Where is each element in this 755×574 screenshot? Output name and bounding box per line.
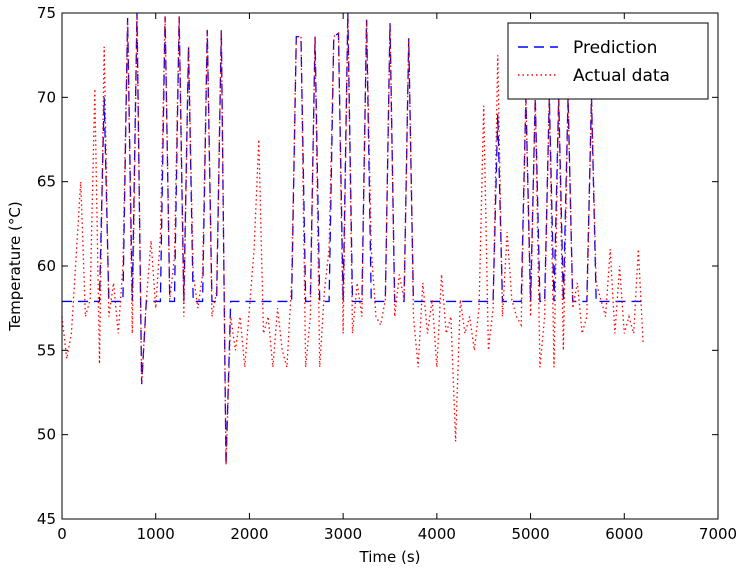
x-tick-label: 6000 xyxy=(605,525,643,543)
x-tick-label: 2000 xyxy=(230,525,268,543)
legend-label: Actual data xyxy=(573,66,670,86)
x-tick-label: 3000 xyxy=(324,525,362,543)
legend-box xyxy=(507,22,709,100)
y-tick-label: 75 xyxy=(37,4,56,22)
y-tick-label: 60 xyxy=(37,257,56,275)
y-tick-label: 65 xyxy=(37,173,56,191)
x-tick-label: 4000 xyxy=(418,525,456,543)
legend-label: Prediction xyxy=(573,38,657,58)
x-tick-label: 1000 xyxy=(137,525,175,543)
x-tick-label: 7000 xyxy=(699,525,737,543)
y-tick-label: 45 xyxy=(37,510,56,528)
y-tick-label: 50 xyxy=(37,426,56,444)
x-axis-label: Time (s) xyxy=(359,548,421,566)
y-tick-label: 55 xyxy=(37,341,56,359)
y-axis-label: Temperature (°C) xyxy=(6,201,24,331)
x-tick-label: 5000 xyxy=(511,525,549,543)
x-tick-label: 0 xyxy=(57,525,67,543)
line-series xyxy=(61,12,644,466)
y-tick-label: 70 xyxy=(37,88,56,106)
